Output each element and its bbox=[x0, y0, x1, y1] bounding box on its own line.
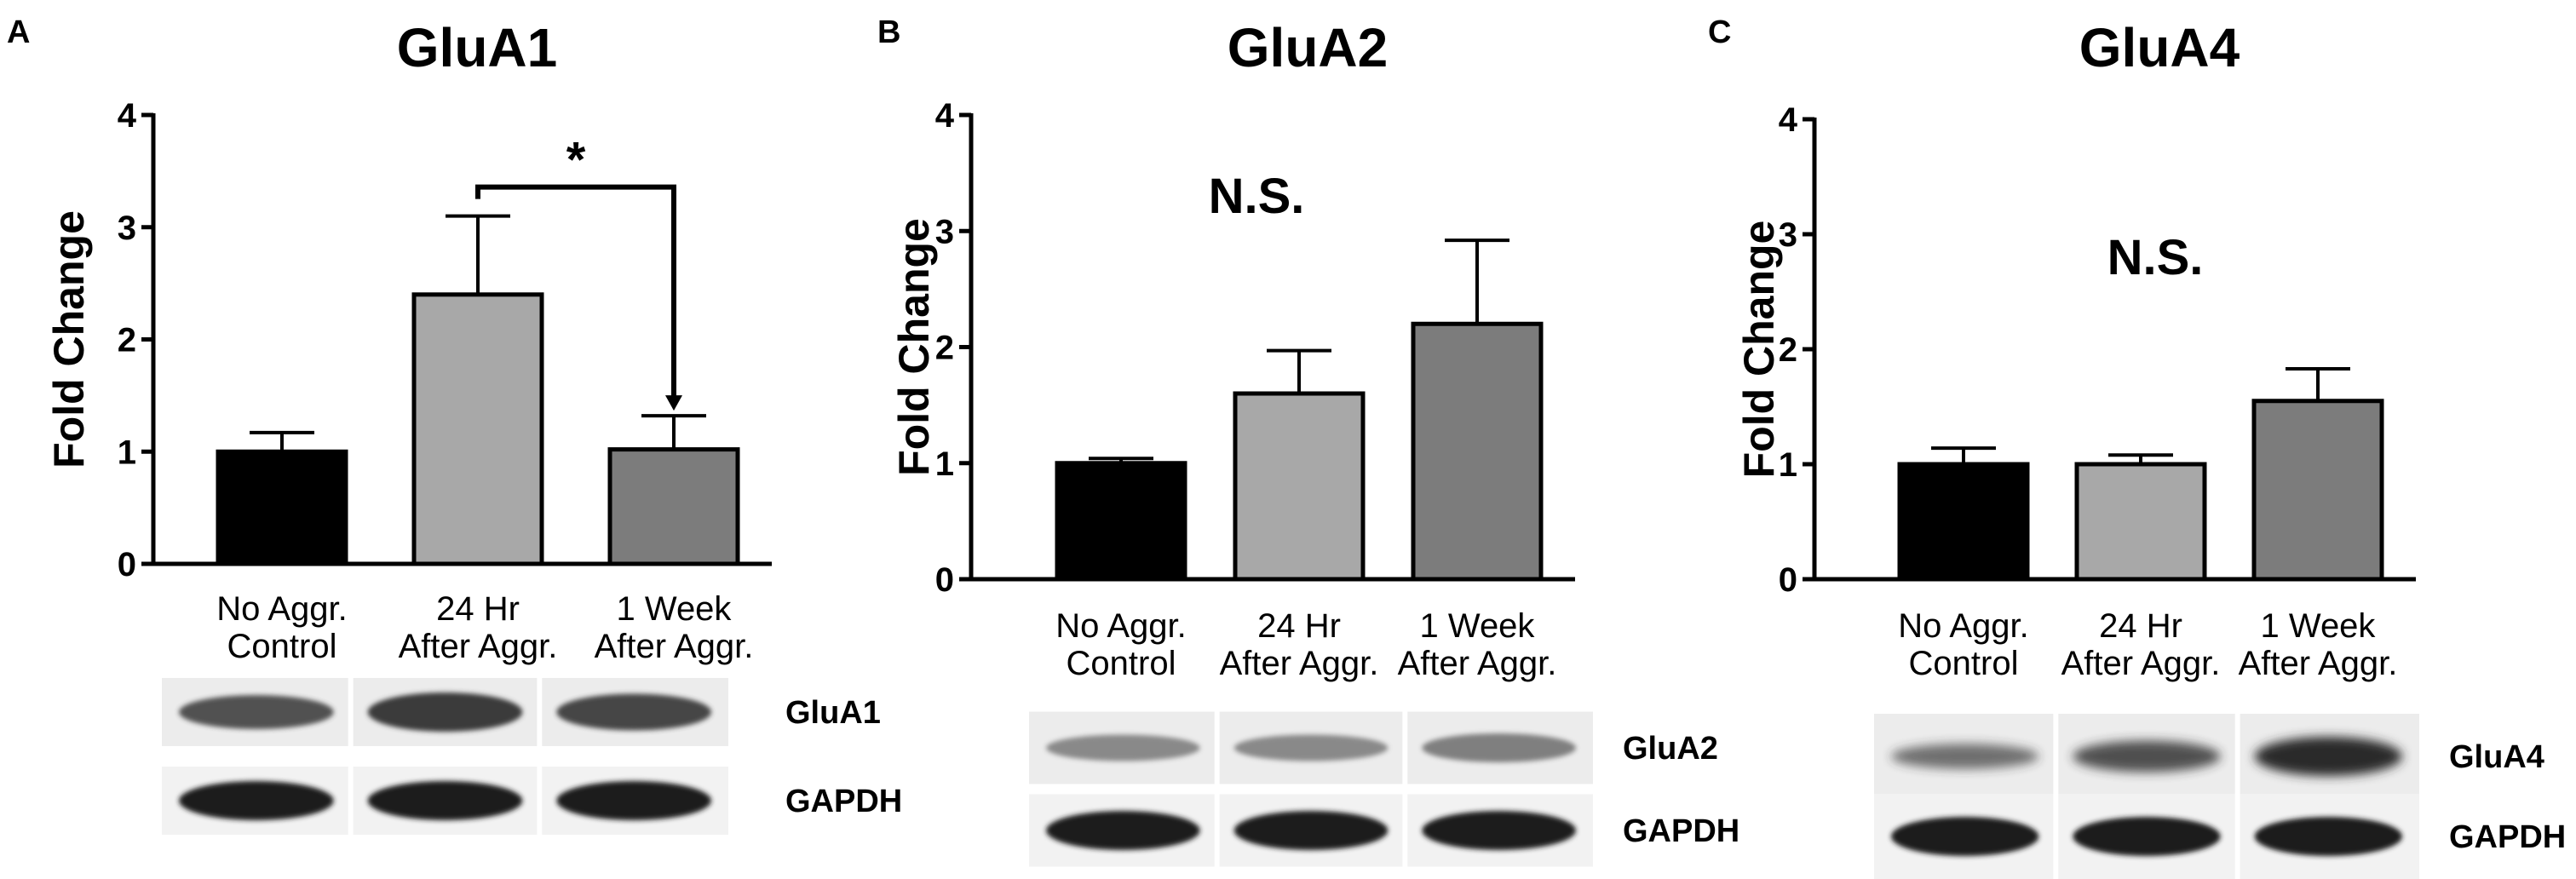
y-axis-label: Fold Change bbox=[1735, 221, 1783, 479]
blot-band bbox=[1891, 744, 2039, 769]
blot-band bbox=[2073, 817, 2221, 856]
blot-label: GluA1 bbox=[785, 695, 881, 731]
blot-lane-gap bbox=[2053, 794, 2059, 879]
blot-lane-gap bbox=[1214, 794, 1220, 867]
y-tick-label: 1 bbox=[935, 445, 954, 483]
y-axis-label: Fold Change bbox=[890, 218, 938, 476]
y-tick-label: 0 bbox=[1779, 561, 1797, 599]
blot-lane-gap bbox=[348, 678, 354, 746]
y-tick-label: 3 bbox=[935, 213, 954, 250]
blot-band bbox=[179, 695, 334, 729]
y-tick-label: 4 bbox=[1779, 101, 1798, 139]
bar bbox=[1897, 462, 2030, 582]
blot-lane-gap bbox=[537, 767, 543, 835]
blot-band bbox=[1422, 811, 1576, 850]
chart-title: GluA4 bbox=[2079, 17, 2240, 78]
significance-marker: N.S. bbox=[2107, 230, 2204, 285]
blot-band bbox=[1891, 817, 2039, 856]
y-tick-label: 4 bbox=[118, 97, 137, 135]
bar bbox=[1055, 461, 1187, 582]
blot-lane-gap bbox=[1402, 711, 1408, 784]
y-tick-label: 2 bbox=[118, 322, 136, 359]
x-tick-label: 1 Week After Aggr. bbox=[2239, 607, 2398, 682]
y-tick-label: 2 bbox=[935, 330, 954, 367]
y-tick-label: 0 bbox=[118, 546, 136, 583]
blot-label: GAPDH bbox=[785, 784, 902, 819]
blot-strip-glua1 bbox=[162, 678, 728, 746]
blot-lane-gap bbox=[2053, 714, 2059, 799]
y-tick-label: 1 bbox=[118, 434, 136, 471]
blot-band bbox=[367, 781, 523, 820]
chart-title: GluA2 bbox=[1228, 17, 1388, 78]
bar bbox=[2251, 399, 2384, 582]
blot-lane-gap bbox=[348, 767, 354, 835]
panel-letter: B bbox=[877, 14, 900, 50]
bar bbox=[2074, 462, 2207, 582]
blot-band bbox=[1422, 733, 1576, 762]
blot-band bbox=[1046, 734, 1200, 761]
blot-strip-glua4 bbox=[1874, 714, 2419, 799]
blot-band bbox=[1233, 811, 1389, 850]
significance-bracket bbox=[475, 184, 676, 406]
blot-band bbox=[2073, 740, 2221, 773]
chart-title: GluA1 bbox=[397, 17, 557, 78]
blot-band bbox=[556, 693, 712, 731]
bar bbox=[607, 447, 740, 566]
blot-lane-gap bbox=[1402, 794, 1408, 867]
blot-strip-gapdh bbox=[162, 767, 728, 835]
blot-lane-gap bbox=[2234, 794, 2240, 879]
blot-label: GAPDH bbox=[2449, 819, 2566, 855]
bar bbox=[216, 449, 348, 566]
blot-band bbox=[179, 781, 334, 820]
blot-label: GAPDH bbox=[1623, 813, 1739, 849]
blot-band bbox=[1046, 811, 1200, 850]
bar bbox=[411, 292, 544, 566]
blot-label: GluA4 bbox=[2449, 739, 2544, 775]
x-tick-label: 1 Week After Aggr. bbox=[1398, 607, 1557, 682]
blot-band bbox=[2254, 737, 2402, 776]
x-tick-label: 24 Hr After Aggr. bbox=[1220, 607, 1379, 682]
blot-band bbox=[1233, 734, 1389, 761]
blot-band bbox=[367, 692, 523, 732]
blot-band bbox=[2254, 817, 2402, 856]
panel-letter: A bbox=[7, 14, 30, 50]
x-tick-label: No Aggr. Control bbox=[1898, 607, 2028, 682]
panel-a: A GluA1 Fold Change 0 1 2 3 4 No Aggr. Control 24 … bbox=[7, 14, 902, 835]
bar bbox=[1233, 391, 1366, 582]
x-tick-label: 24 Hr After Aggr. bbox=[399, 590, 558, 665]
blot-lane-gap bbox=[2234, 714, 2240, 799]
x-tick-label: No Aggr. Control bbox=[216, 590, 347, 665]
blot-strip-glua2 bbox=[1029, 711, 1593, 784]
y-tick-label: 3 bbox=[118, 210, 136, 247]
blot-strip-gapdh bbox=[1029, 794, 1593, 867]
blot-label: GluA2 bbox=[1623, 731, 1718, 767]
blot-lane-gap bbox=[537, 678, 543, 746]
y-tick-label: 3 bbox=[1779, 216, 1797, 254]
y-tick-label: 4 bbox=[935, 97, 955, 135]
panel-b: B GluA2 Fold Change 0 1 2 3 4 No Aggr. Control 24 … bbox=[877, 14, 1739, 867]
x-tick-label: 24 Hr After Aggr. bbox=[2061, 607, 2221, 682]
panel-c: C GluA4 Fold Change 0 1 2 3 4 No Aggr. Control 24 … bbox=[1708, 14, 2566, 879]
x-tick-label: 1 Week After Aggr. bbox=[595, 590, 754, 665]
y-tick-label: 2 bbox=[1779, 331, 1797, 369]
bar bbox=[1411, 321, 1544, 582]
y-tick-label: 0 bbox=[935, 561, 954, 599]
significance-marker: N.S. bbox=[1209, 169, 1305, 224]
significance-marker: * bbox=[566, 133, 586, 188]
y-axis-label: Fold Change bbox=[45, 210, 93, 468]
panel-letter: C bbox=[1708, 14, 1731, 50]
y-tick-label: 1 bbox=[1779, 446, 1797, 484]
blot-strip-gapdh bbox=[1874, 794, 2419, 879]
bracket-arrowhead bbox=[665, 395, 682, 411]
x-tick-label: No Aggr. Control bbox=[1055, 607, 1186, 682]
blot-lane-gap bbox=[1214, 711, 1220, 784]
blot-band bbox=[556, 781, 712, 820]
